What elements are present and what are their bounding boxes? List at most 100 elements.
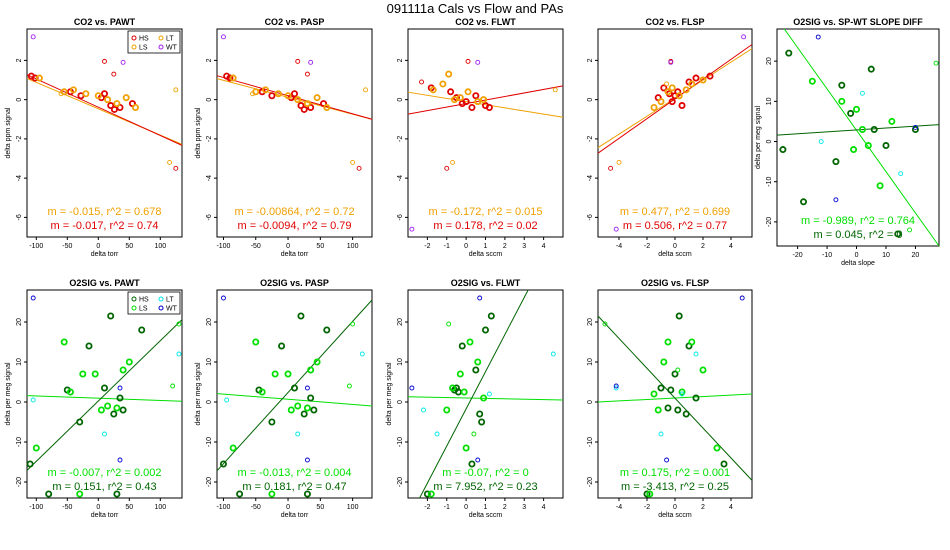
x-tick-label: 4 xyxy=(729,243,733,250)
x-tick-label: 50 xyxy=(316,504,324,511)
x-tick-label: 50 xyxy=(316,243,324,250)
data-point xyxy=(850,146,858,154)
y-tick-label: 10 xyxy=(16,358,23,366)
x-tick-label: 0 xyxy=(96,504,100,511)
legend-marker xyxy=(158,35,164,41)
x-tick-label: 0 xyxy=(855,252,859,259)
x-tick-label: 0 xyxy=(286,243,290,250)
y-tick-label: -6 xyxy=(587,214,594,220)
x-tick-label: -10 xyxy=(822,252,832,259)
data-point xyxy=(236,490,244,498)
data-point xyxy=(409,385,415,391)
legend: HS LT LS WT xyxy=(127,30,181,54)
data-point xyxy=(859,90,865,96)
data-point xyxy=(833,197,839,203)
legend-marker xyxy=(158,296,164,302)
x-axis-label: delta torr xyxy=(281,251,309,258)
data-point xyxy=(675,367,681,373)
y-tick-label: 2 xyxy=(397,58,404,62)
fit-annotation: m = -0.017, r^2 = 0.74 xyxy=(51,220,159,232)
data-point xyxy=(693,351,699,357)
data-point xyxy=(480,394,488,402)
data-point xyxy=(423,490,431,498)
data-point xyxy=(671,370,679,378)
fit-annotation: m = 7.952, r^2 = 0.23 xyxy=(433,481,537,493)
data-point xyxy=(468,460,476,468)
data-point xyxy=(692,394,700,402)
fit-annotation: m = -0.00864, r^2 = 0.72 xyxy=(234,206,354,218)
data-point xyxy=(818,139,824,144)
y-tick-label: -20 xyxy=(16,477,23,487)
x-tick-label: -4 xyxy=(616,504,622,511)
data-point xyxy=(933,60,939,66)
y-tick-label: 20 xyxy=(397,318,404,326)
y-tick-label: -4 xyxy=(397,175,404,181)
data-point xyxy=(699,366,707,374)
legend-marker xyxy=(158,44,164,50)
data-point xyxy=(481,326,489,334)
data-point xyxy=(462,98,470,106)
data-point xyxy=(85,342,93,350)
y-tick-label: 10 xyxy=(397,358,404,366)
data-point xyxy=(882,142,890,150)
data-point xyxy=(111,71,117,77)
data-point xyxy=(110,410,118,418)
x-tick-label: 1 xyxy=(484,243,488,250)
chart-title: O2SIG vs. FLSP xyxy=(641,278,709,288)
x-axis-label: delta sccm xyxy=(469,512,503,519)
data-point xyxy=(472,92,480,100)
data-point xyxy=(221,295,226,301)
data-point xyxy=(474,358,482,366)
fit-annotation: m = -0.172, r^2 = 0.015 xyxy=(428,206,542,218)
chart-title: CO2 vs. FLWT xyxy=(455,17,516,27)
data-point xyxy=(450,96,458,104)
x-tick-label: 2 xyxy=(701,243,705,250)
x-tick-label: -2 xyxy=(644,504,650,511)
data-point xyxy=(454,388,462,396)
fit-annotation: m = -0.0094, r^2 = 0.79 xyxy=(237,220,351,232)
data-point xyxy=(800,198,808,206)
data-point xyxy=(657,98,665,106)
data-point xyxy=(32,444,40,452)
x-axis-label: delta torr xyxy=(91,251,119,258)
x-tick-label: 0 xyxy=(286,504,290,511)
data-point xyxy=(550,351,556,357)
fit-line xyxy=(776,124,940,136)
data-point xyxy=(706,72,714,80)
y-tick-label: -10 xyxy=(766,177,773,187)
data-point xyxy=(295,58,301,64)
data-point xyxy=(449,384,457,392)
x-axis-label: delta slope xyxy=(841,260,875,267)
x-tick-label: 3 xyxy=(522,243,526,250)
legend-marker xyxy=(131,305,137,311)
data-point xyxy=(60,338,68,346)
data-point xyxy=(252,338,260,346)
data-point xyxy=(176,321,182,327)
chart-panel-8: O2SIG vs. FLWT-2 -1 0 1 2 3 4-20-1001020delta … xyxy=(386,278,564,519)
y-tick-label: 0 xyxy=(587,400,594,404)
x-tick-label: 3 xyxy=(522,504,526,511)
data-point xyxy=(678,102,686,110)
data-point xyxy=(864,142,872,150)
data-point xyxy=(284,370,292,378)
data-point xyxy=(76,490,84,498)
data-point xyxy=(741,34,747,40)
data-point xyxy=(654,406,662,414)
x-axis-label: delta torr xyxy=(91,512,119,519)
y-axis-label: delta ppm signal xyxy=(5,107,12,158)
legend: HS LT LS WT xyxy=(127,291,181,315)
legend-marker xyxy=(131,44,137,50)
data-point xyxy=(101,90,109,98)
fit-annotation: m = -0.989, r^2 = 0.764 xyxy=(801,215,915,227)
x-tick-label: 0 xyxy=(673,504,677,511)
y-tick-label: -10 xyxy=(16,437,23,447)
data-point xyxy=(66,388,74,396)
legend-box xyxy=(127,30,181,54)
x-tick-label: 0 xyxy=(464,504,468,511)
data-point xyxy=(650,390,658,398)
chart-panel-4: CO2 vs. FLSP -4 -2 0 2 4 -6 -4 -2 0 2 delta sccm m =… xyxy=(587,17,753,258)
data-point xyxy=(468,103,476,111)
data-point xyxy=(303,404,311,412)
data-point xyxy=(421,407,426,413)
